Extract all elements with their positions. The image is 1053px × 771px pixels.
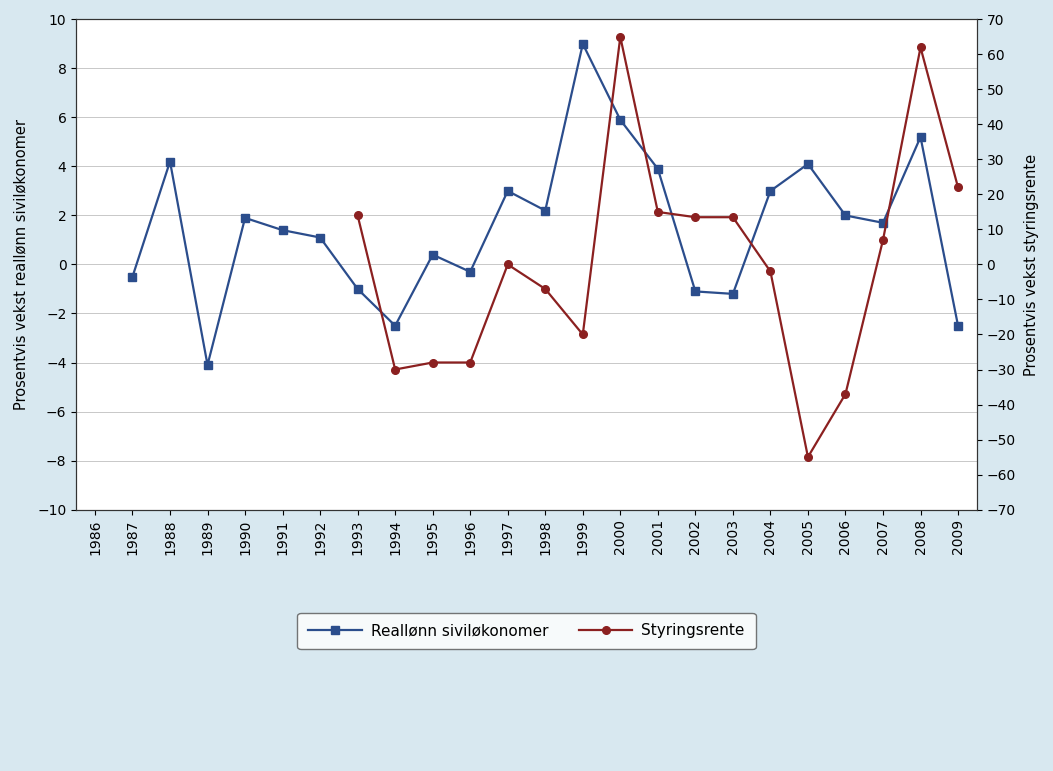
- Reallønn siviløkonomer: [727, 289, 739, 298]
- Reallønn siviløkonomer: [464, 268, 477, 277]
- Reallønn siviløkonomer: [163, 157, 176, 167]
- Reallønn siviløkonomer: [426, 250, 439, 259]
- Reallønn siviløkonomer: [801, 160, 814, 169]
- Reallønn siviløkonomer: [914, 133, 927, 142]
- Styringsrente: [539, 284, 552, 294]
- Styringsrente: [501, 260, 514, 269]
- Reallønn siviløkonomer: [764, 187, 777, 196]
- Y-axis label: Prosentvis vekst reallønn siviløkonomer: Prosentvis vekst reallønn siviløkonomer: [14, 119, 28, 410]
- Line: Reallønn siviløkonomer: Reallønn siviløkonomer: [128, 40, 961, 369]
- Reallønn siviløkonomer: [314, 233, 326, 242]
- Styringsrente: [764, 267, 777, 276]
- Styringsrente: [652, 207, 664, 217]
- Styringsrente: [952, 183, 965, 192]
- Reallønn siviløkonomer: [839, 210, 852, 220]
- Styringsrente: [727, 213, 739, 222]
- Reallønn siviløkonomer: [201, 360, 214, 369]
- Reallønn siviløkonomer: [501, 187, 514, 196]
- Reallønn siviløkonomer: [126, 272, 139, 281]
- Legend: Reallønn siviløkonomer, Styringsrente: Reallønn siviløkonomer, Styringsrente: [297, 613, 756, 649]
- Reallønn siviløkonomer: [576, 39, 589, 49]
- Styringsrente: [877, 235, 890, 244]
- Styringsrente: [576, 330, 589, 339]
- Styringsrente: [464, 358, 477, 367]
- Styringsrente: [614, 32, 627, 42]
- Styringsrente: [801, 453, 814, 462]
- Styringsrente: [426, 358, 439, 367]
- Reallønn siviløkonomer: [539, 206, 552, 215]
- Reallønn siviløkonomer: [614, 115, 627, 124]
- Reallønn siviløkonomer: [652, 164, 664, 173]
- Reallønn siviløkonomer: [389, 321, 401, 330]
- Reallønn siviløkonomer: [877, 218, 890, 227]
- Reallønn siviløkonomer: [276, 226, 289, 235]
- Reallønn siviløkonomer: [689, 287, 701, 296]
- Styringsrente: [352, 210, 364, 220]
- Reallønn siviløkonomer: [352, 284, 364, 294]
- Styringsrente: [839, 389, 852, 399]
- Reallønn siviløkonomer: [952, 321, 965, 330]
- Reallønn siviløkonomer: [239, 214, 252, 223]
- Styringsrente: [389, 365, 401, 374]
- Line: Styringsrente: Styringsrente: [354, 33, 961, 461]
- Y-axis label: Prosentvis vekst styringsrente: Prosentvis vekst styringsrente: [1025, 153, 1039, 375]
- Styringsrente: [914, 42, 927, 52]
- Styringsrente: [689, 213, 701, 222]
